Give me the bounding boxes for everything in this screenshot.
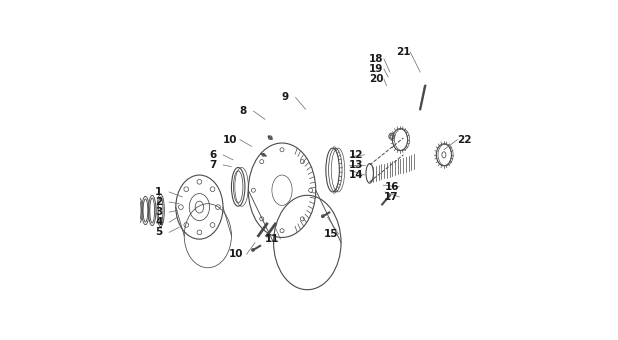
Text: 11: 11 <box>265 234 279 244</box>
Text: 22: 22 <box>457 135 472 144</box>
Text: 7: 7 <box>210 160 216 170</box>
Text: 8: 8 <box>240 106 247 116</box>
Text: 14: 14 <box>349 170 363 180</box>
Text: 19: 19 <box>370 64 384 74</box>
Text: 15: 15 <box>324 229 338 239</box>
Text: 17: 17 <box>384 192 399 202</box>
Text: 12: 12 <box>349 150 363 160</box>
Text: 1: 1 <box>155 187 163 197</box>
Text: 2: 2 <box>155 197 163 207</box>
Text: 5: 5 <box>155 227 163 237</box>
Text: 20: 20 <box>369 74 384 84</box>
Text: 3: 3 <box>155 207 163 217</box>
Text: 10: 10 <box>222 135 237 144</box>
Text: 13: 13 <box>349 160 363 170</box>
Text: 9: 9 <box>282 92 289 102</box>
Text: 18: 18 <box>369 54 384 64</box>
Text: 21: 21 <box>396 47 411 57</box>
Text: 10: 10 <box>229 249 243 259</box>
Text: 16: 16 <box>384 182 399 192</box>
Text: 6: 6 <box>210 150 216 160</box>
Text: 4: 4 <box>155 217 163 227</box>
